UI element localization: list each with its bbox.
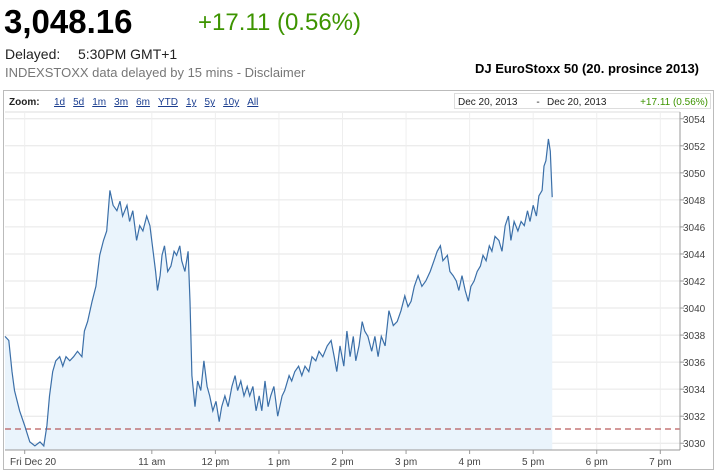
x-tick-label: 2 pm — [331, 457, 353, 468]
y-tick-label: 3042 — [683, 277, 706, 288]
zoom-label: Zoom: — [9, 97, 40, 108]
zoom-link[interactable]: 1y — [186, 97, 197, 108]
y-tick-label: 3044 — [683, 250, 706, 261]
x-tick-label: 12 pm — [201, 457, 229, 468]
y-tick-label: 3046 — [683, 223, 706, 234]
chart-title: DJ EuroStoxx 50 (20. prosince 2013) — [475, 61, 699, 76]
zoom-link[interactable]: 10y — [223, 97, 239, 108]
zoom-link[interactable]: All — [247, 97, 258, 108]
y-tick-label: 3054 — [683, 115, 706, 126]
price-change: +17.11 (0.56%) — [198, 9, 361, 36]
x-tick-label: 4 pm — [459, 457, 481, 468]
date-range-box — [454, 93, 711, 109]
zoom-link[interactable]: 3m — [114, 97, 128, 108]
zoom-link[interactable]: 1m — [92, 97, 106, 108]
delayed-label: Delayed: — [5, 46, 60, 62]
x-tick-label: 6 pm — [586, 457, 608, 468]
x-tick-label: 5 pm — [522, 457, 544, 468]
zoom-link[interactable]: 5d — [73, 97, 84, 108]
price-line — [4, 138, 553, 448]
source-note: INDEXSTOXX data delayed by 15 mins - Dis… — [5, 65, 306, 80]
zoom-link[interactable]: YTD — [158, 97, 178, 108]
y-tick-label: 3048 — [683, 196, 706, 207]
x-tick-label: 1 pm — [268, 457, 290, 468]
y-tick-label: 3032 — [683, 412, 706, 423]
x-tick-label: Fri Dec 20 — [10, 457, 57, 468]
area — [5, 139, 553, 450]
date-separator: - — [536, 97, 539, 108]
range-change: +17.11 (0.56%) — [640, 97, 708, 108]
y-tick-label: 3040 — [683, 304, 706, 315]
x-tick-label: 3 pm — [395, 457, 417, 468]
y-tick-label: 3034 — [683, 385, 706, 396]
plot: 3030 3032 3034 3036 3038 3040 3042 3044 3046 3048… — [4, 111, 706, 468]
delayed-time: 5:30PM GMT+1 — [78, 46, 177, 62]
y-tick-label: 3038 — [683, 331, 706, 342]
zoom-link[interactable]: 1d — [54, 97, 65, 108]
y-tick-label: 3052 — [683, 142, 706, 153]
zoom-link[interactable]: 5y — [205, 97, 216, 108]
x-tick-label: 7 pm — [649, 457, 671, 468]
y-tick-label: 3050 — [683, 169, 706, 180]
x-tick-label: 11 am — [138, 457, 165, 468]
y-tick-label: 3036 — [683, 358, 706, 369]
price: 3,048.16 — [4, 3, 132, 40]
zoom-link[interactable]: 6m — [136, 97, 150, 108]
date-to: Dec 20, 2013 — [547, 97, 607, 108]
y-tick-label: 3030 — [683, 439, 706, 450]
date-from: Dec 20, 2013 — [458, 97, 518, 108]
